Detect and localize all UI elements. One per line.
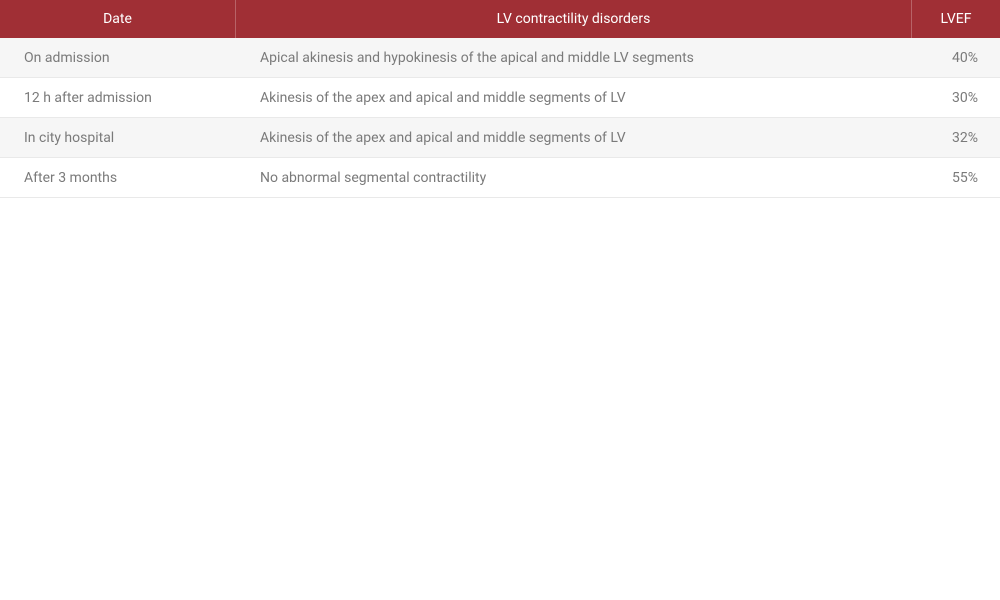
table-row: In city hospital Akinesis of the apex an… bbox=[0, 118, 1000, 158]
table-row: On admission Apical akinesis and hypokin… bbox=[0, 38, 1000, 78]
cell-lvef: 30% bbox=[912, 78, 1000, 118]
cell-disorders: Akinesis of the apex and apical and midd… bbox=[236, 118, 912, 158]
col-header-disorders: LV contractility disorders bbox=[236, 0, 912, 38]
col-header-date: Date bbox=[0, 0, 236, 38]
cell-disorders: No abnormal segmental contractility bbox=[236, 158, 912, 198]
cell-date: 12 h after admission bbox=[0, 78, 236, 118]
cell-lvef: 40% bbox=[912, 38, 1000, 78]
cell-disorders: Akinesis of the apex and apical and midd… bbox=[236, 78, 912, 118]
col-header-lvef: LVEF bbox=[912, 0, 1000, 38]
cell-date: In city hospital bbox=[0, 118, 236, 158]
cell-date: On admission bbox=[0, 38, 236, 78]
cell-disorders: Apical akinesis and hypokinesis of the a… bbox=[236, 38, 912, 78]
table-header-row: Date LV contractility disorders LVEF bbox=[0, 0, 1000, 38]
table-row: 12 h after admission Akinesis of the ape… bbox=[0, 78, 1000, 118]
cell-lvef: 32% bbox=[912, 118, 1000, 158]
table-row: After 3 months No abnormal segmental con… bbox=[0, 158, 1000, 198]
lv-contractility-table: Date LV contractility disorders LVEF On … bbox=[0, 0, 1000, 198]
cell-lvef: 55% bbox=[912, 158, 1000, 198]
cell-date: After 3 months bbox=[0, 158, 236, 198]
